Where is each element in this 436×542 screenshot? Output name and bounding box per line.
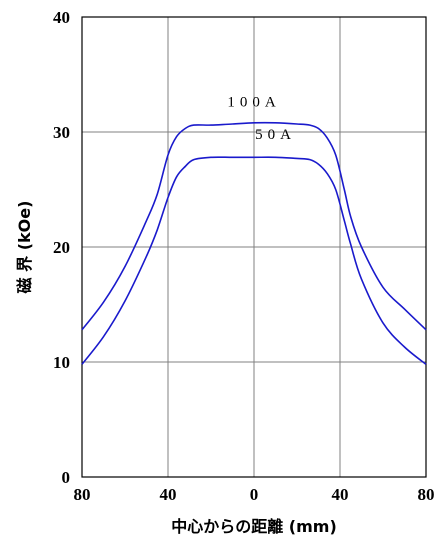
y-tick-label: 40 [53, 8, 70, 27]
y-tick-label: 0 [62, 468, 71, 487]
x-tick-label: 80 [418, 485, 435, 504]
series-label-50A: 50A [255, 127, 296, 143]
y-axis-label: 磁 界 (kOe) [15, 201, 34, 294]
series-line-50A [81, 156, 427, 365]
series-line-100A [81, 121, 427, 331]
x-tick-label: 80 [74, 485, 91, 504]
y-tick-label: 10 [53, 353, 70, 372]
series-label-100A: 100A [227, 95, 280, 111]
x-tick-label: 40 [160, 485, 177, 504]
y-tick-label: 20 [53, 238, 70, 257]
series-annotations: 100A 50A [227, 95, 296, 143]
plot-frame [81, 16, 427, 478]
curves [81, 121, 427, 365]
x-tick-label: 0 [250, 485, 259, 504]
x-tick-label: 40 [332, 485, 349, 504]
x-axis-label: 中心からの距離 (mm) [171, 517, 337, 536]
grid-lines [82, 17, 426, 477]
y-tick-label: 30 [53, 123, 70, 142]
